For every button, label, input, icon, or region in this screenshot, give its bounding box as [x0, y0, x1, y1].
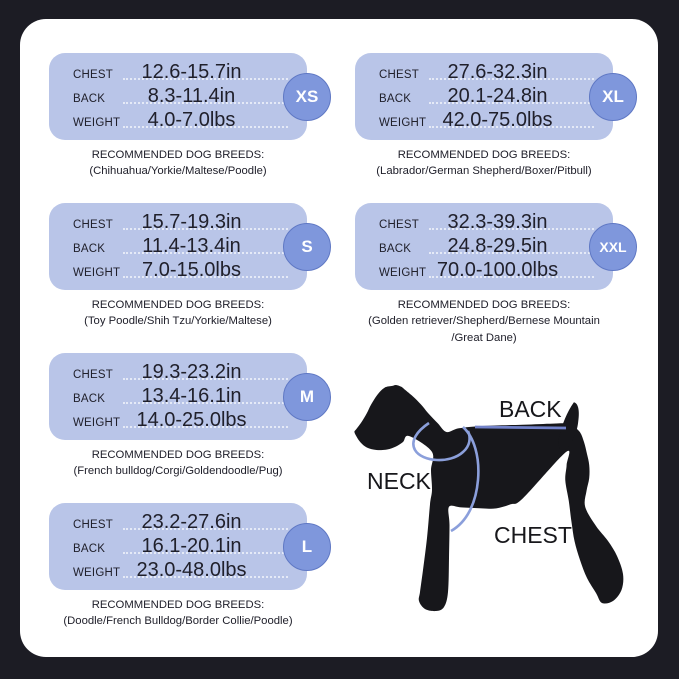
- svg-text:BACK: BACK: [499, 396, 562, 422]
- svg-text:NECK: NECK: [367, 468, 432, 494]
- svg-text:CHEST: CHEST: [494, 522, 572, 548]
